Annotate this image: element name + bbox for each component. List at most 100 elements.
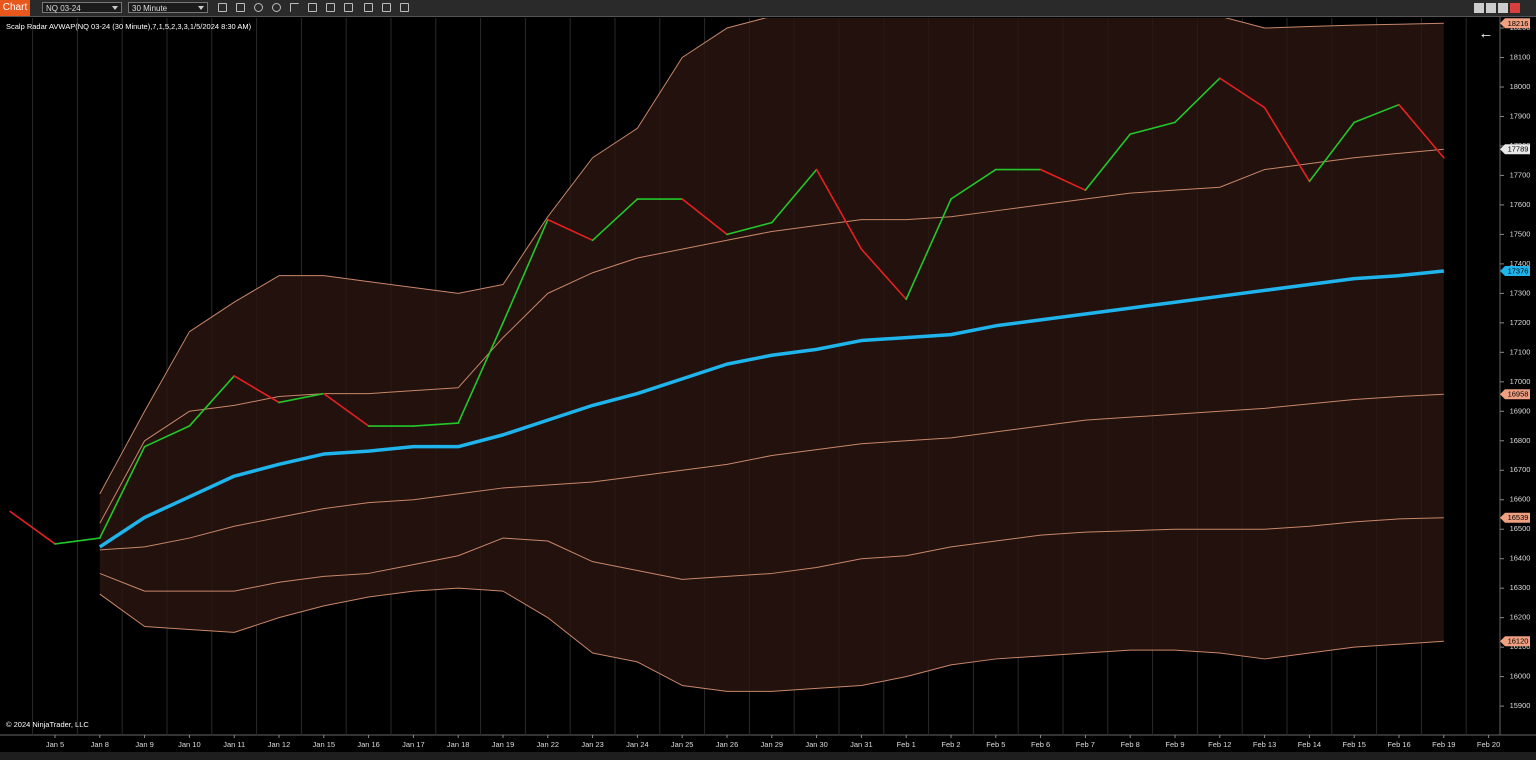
zoom-out-button[interactable] — [272, 3, 281, 12]
price-segment — [860, 248, 908, 301]
price-segment — [1398, 103, 1445, 159]
x-tick-label: Feb 5 — [986, 740, 1005, 749]
instrument-selector[interactable]: NQ 03-24 — [42, 2, 122, 13]
price-segment — [546, 218, 594, 242]
x-tick-label: Feb 15 — [1343, 740, 1366, 749]
price-segment — [1174, 77, 1221, 124]
price-marker-label: 16120 — [1508, 637, 1529, 646]
y-tick-label: 16100 — [1510, 642, 1531, 651]
price-segment — [188, 375, 235, 427]
x-tick-label: Jan 9 — [135, 740, 153, 749]
price-segment — [1039, 168, 1087, 191]
price-segment — [1308, 121, 1355, 183]
y-tick-label: 18100 — [1510, 52, 1531, 61]
close-button[interactable] — [1510, 3, 1520, 13]
price-segment — [233, 375, 280, 404]
line — [99, 18, 1444, 495]
x-tick-label: Jan 25 — [671, 740, 694, 749]
crosshair-button[interactable] — [290, 3, 299, 12]
window-button[interactable] — [1474, 3, 1484, 13]
indicators-button[interactable] — [326, 3, 335, 12]
price-segment — [681, 198, 728, 236]
x-tick-label: Jan 23 — [581, 740, 604, 749]
price-segment — [143, 425, 191, 448]
x-tick-label: Jan 18 — [447, 740, 470, 749]
price-marker — [1500, 265, 1530, 276]
plot-area — [9, 18, 1445, 692]
y-tick-label: 16600 — [1510, 495, 1531, 504]
x-tick-label: Feb 8 — [1121, 740, 1140, 749]
interval-selector[interactable]: 30 Minute — [128, 2, 208, 13]
maximize-button[interactable] — [1498, 3, 1508, 13]
indicator-label: Scalp Radar AVWAP(NQ 03-24 (30 Minute),7… — [6, 22, 252, 31]
x-tick-label: Jan 11 — [223, 740, 245, 749]
y-tick-label: 17600 — [1510, 200, 1531, 209]
price-marker — [1500, 389, 1530, 400]
y-tick-label: 16000 — [1510, 672, 1531, 681]
price-segment — [1129, 121, 1176, 135]
x-tick-label: Feb 14 — [1298, 740, 1321, 749]
x-tick-label: Jan 31 — [850, 740, 873, 749]
price-segment — [99, 445, 146, 539]
price-marker — [1500, 512, 1530, 523]
price-marker — [1500, 636, 1530, 647]
x-tick-label: Feb 16 — [1387, 740, 1410, 749]
price-segment — [502, 218, 549, 324]
price-segment — [1084, 133, 1131, 191]
x-tick-label: Jan 24 — [626, 740, 649, 749]
scrollbar[interactable] — [0, 752, 1536, 760]
y-tick-label: 17500 — [1510, 229, 1531, 238]
y-tick-label: 17700 — [1510, 170, 1531, 179]
line — [98, 269, 1444, 549]
bar-type-button[interactable] — [218, 3, 227, 12]
price-marker — [1500, 18, 1530, 29]
y-tick-label: 16900 — [1510, 406, 1531, 415]
price-segment — [9, 510, 56, 545]
x-tick-label: Jan 5 — [46, 740, 64, 749]
chart-tab[interactable]: Chart — [0, 0, 30, 16]
draw-button[interactable] — [236, 3, 245, 12]
x-tick-label: Jan 15 — [313, 740, 336, 749]
price-segment — [54, 537, 101, 545]
price-marker — [1500, 144, 1530, 155]
trade-button[interactable] — [364, 3, 373, 12]
list-button[interactable] — [400, 3, 409, 12]
x-tick-label: Jan 26 — [716, 740, 739, 749]
y-tick-label: 16500 — [1510, 524, 1531, 533]
price-segment — [322, 392, 370, 427]
price-segment — [905, 198, 952, 301]
x-tick-label: Feb 20 — [1477, 740, 1500, 749]
y-tick-label: 16400 — [1510, 554, 1531, 563]
x-tick-label: Jan 12 — [268, 740, 291, 749]
price-segment — [457, 322, 504, 424]
x-tick-label: Jan 30 — [805, 740, 828, 749]
minimize-button[interactable] — [1486, 3, 1496, 13]
y-tick-label: 17900 — [1510, 111, 1531, 120]
price-segment — [591, 198, 639, 242]
y-tick-label: 17100 — [1510, 347, 1531, 356]
y-tick-label: 17200 — [1510, 318, 1531, 327]
y-tick-label: 17000 — [1510, 377, 1531, 386]
snapshot-button[interactable] — [382, 3, 391, 12]
strategies-button[interactable] — [344, 3, 353, 12]
price-marker-label: 17376 — [1508, 266, 1529, 275]
x-tick-label: Jan 22 — [537, 740, 560, 749]
line — [99, 393, 1444, 551]
toolbar: Chart NQ 03-24 30 Minute — [0, 0, 1536, 17]
x-tick-label: Feb 9 — [1165, 740, 1184, 749]
zoom-in-button[interactable] — [254, 3, 263, 12]
y-tick-label: 16300 — [1510, 583, 1531, 592]
y-tick-label: 16700 — [1510, 465, 1531, 474]
back-arrow[interactable]: ← — [1479, 25, 1494, 42]
properties-button[interactable] — [308, 3, 317, 12]
x-tick-label: Feb 1 — [897, 740, 916, 749]
x-tick-label: Jan 17 — [402, 740, 425, 749]
x-tick-label: Feb 13 — [1253, 740, 1276, 749]
y-tick-label: 16800 — [1510, 436, 1531, 445]
price-segment — [1219, 77, 1266, 109]
x-tick-label: Feb 19 — [1432, 740, 1455, 749]
y-tick-label: 15900 — [1510, 701, 1531, 710]
price-segment — [815, 168, 863, 250]
line — [99, 517, 1444, 592]
